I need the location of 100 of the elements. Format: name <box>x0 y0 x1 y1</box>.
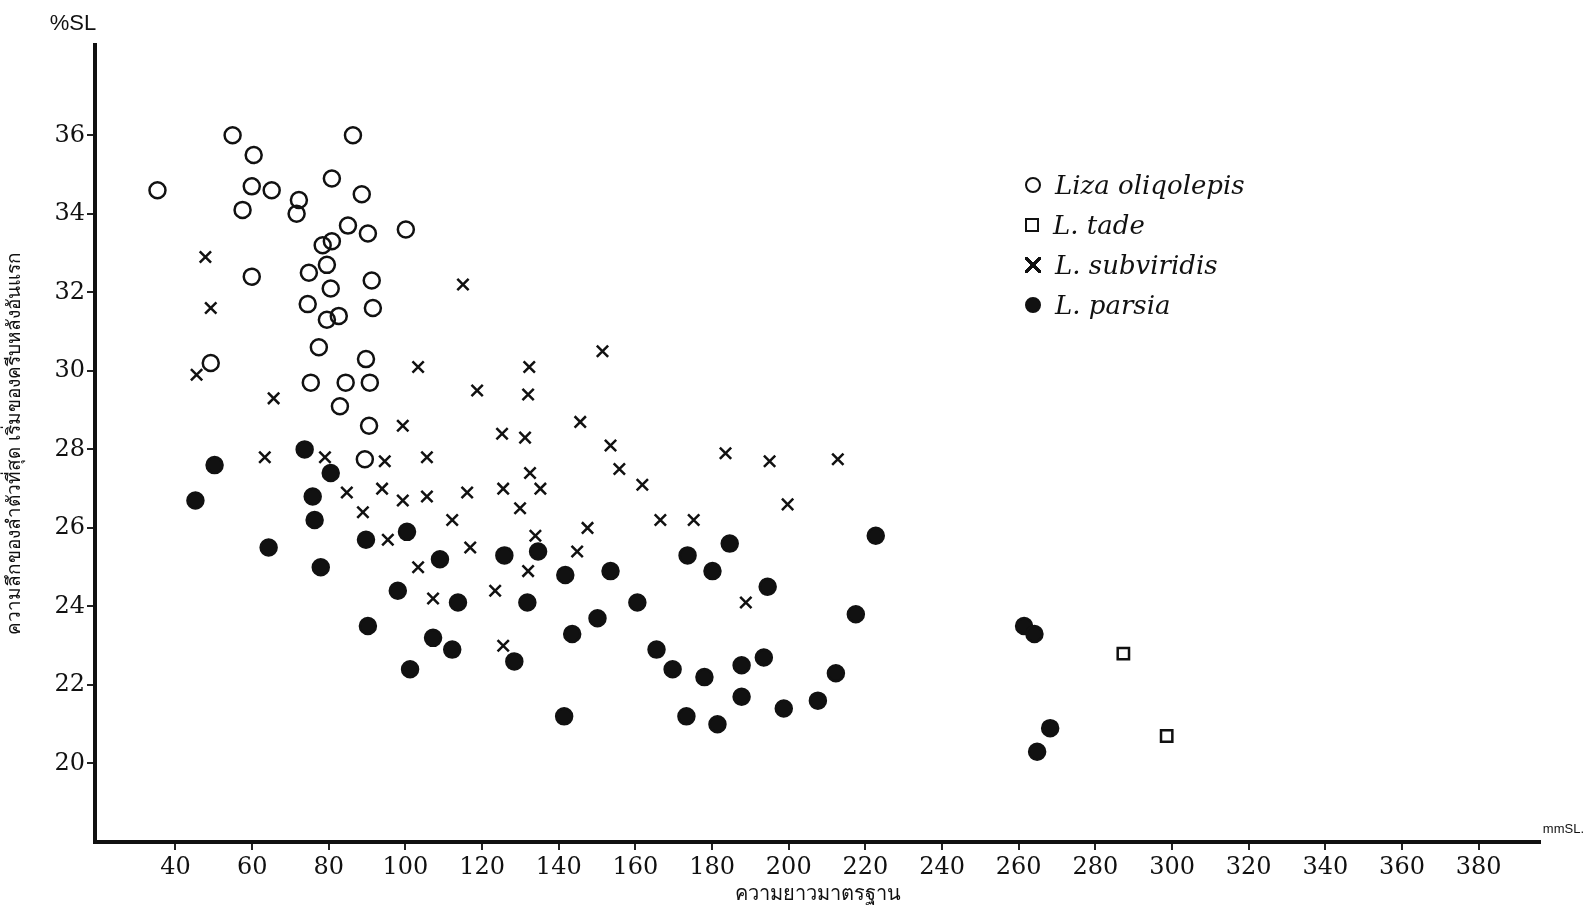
point <box>573 415 588 429</box>
point <box>528 542 548 561</box>
point <box>426 591 440 606</box>
point <box>298 294 317 314</box>
point <box>358 224 378 243</box>
y-axis-title: ความลึกของลำตัวที่สุด เริ่มของครีบหลังอันแรก <box>0 251 27 636</box>
point <box>380 532 395 547</box>
point <box>554 707 574 726</box>
point <box>242 267 262 286</box>
point <box>301 373 321 392</box>
point <box>456 277 470 292</box>
x-tick-label: 360 <box>1379 851 1425 880</box>
x-tick-label: 120 <box>459 851 506 880</box>
y-tick-label: 24 <box>54 590 85 619</box>
y-tick-label: 36 <box>54 119 85 148</box>
x-tick-label: 340 <box>1302 851 1349 880</box>
y-tick-label: 30 <box>54 355 85 384</box>
point <box>518 593 537 612</box>
point <box>411 560 426 575</box>
x-tick-label: 40 <box>160 851 191 880</box>
point <box>201 353 220 373</box>
point <box>495 426 509 441</box>
point <box>718 446 733 461</box>
point <box>463 540 478 555</box>
point <box>259 538 278 557</box>
point <box>732 687 751 706</box>
point <box>356 349 376 369</box>
legend-label: Liza oliqolepis <box>1055 170 1245 200</box>
point <box>311 557 331 577</box>
legend-label: L. tade <box>1053 210 1145 240</box>
point <box>826 663 846 683</box>
point <box>329 306 349 326</box>
point <box>287 204 306 224</box>
point <box>1159 729 1174 743</box>
point <box>647 640 666 659</box>
point <box>1116 646 1131 661</box>
point <box>470 383 485 398</box>
point <box>686 513 701 527</box>
point <box>448 593 468 612</box>
x-tick-label: 80 <box>313 851 345 880</box>
point <box>317 310 337 330</box>
point <box>495 546 514 565</box>
point <box>321 279 340 298</box>
point <box>663 660 682 679</box>
point <box>358 616 378 636</box>
text: %SL <box>49 10 97 36</box>
point <box>355 449 375 469</box>
point <box>198 250 213 264</box>
y-tick-label: 26 <box>54 512 85 541</box>
point <box>488 583 503 598</box>
y-tick-label: 32 <box>54 276 85 305</box>
x-tick-label: 140 <box>535 851 582 880</box>
point <box>774 699 794 718</box>
point <box>400 660 420 679</box>
point <box>580 521 595 535</box>
point <box>411 360 426 374</box>
point <box>505 652 524 671</box>
point <box>359 416 379 436</box>
point <box>738 595 753 610</box>
point <box>313 235 332 255</box>
point <box>1040 718 1060 738</box>
point <box>528 528 543 543</box>
x-tick-label: 200 <box>765 851 812 880</box>
point <box>496 638 511 653</box>
point <box>233 200 252 220</box>
point <box>533 481 548 496</box>
x-axis-title: ความยาวมาตรฐาน <box>734 881 901 906</box>
point <box>830 452 845 467</box>
point <box>703 561 722 581</box>
point <box>808 691 828 710</box>
point <box>570 544 585 559</box>
point <box>148 181 167 200</box>
point <box>257 450 272 465</box>
point <box>522 360 537 374</box>
point <box>780 497 795 512</box>
point <box>588 608 607 628</box>
point <box>362 271 381 290</box>
point <box>186 491 205 510</box>
point <box>356 530 376 549</box>
point <box>677 707 696 726</box>
point <box>189 367 204 382</box>
point <box>203 301 218 315</box>
y-tick-label: 28 <box>54 433 85 462</box>
point <box>562 624 582 644</box>
point <box>442 640 462 659</box>
point <box>496 481 511 496</box>
point <box>338 216 358 235</box>
text: mmSL. <box>1542 821 1584 837</box>
point <box>518 430 532 445</box>
legend-label: L. parsia <box>1055 290 1171 320</box>
x-tick-label: 220 <box>842 851 889 880</box>
point <box>295 440 314 459</box>
point <box>266 391 281 406</box>
point <box>603 438 618 453</box>
point <box>309 338 329 357</box>
point <box>205 455 224 475</box>
x-tick-label: 260 <box>995 851 1042 880</box>
point <box>303 487 322 506</box>
point <box>305 510 324 530</box>
point <box>846 605 866 624</box>
